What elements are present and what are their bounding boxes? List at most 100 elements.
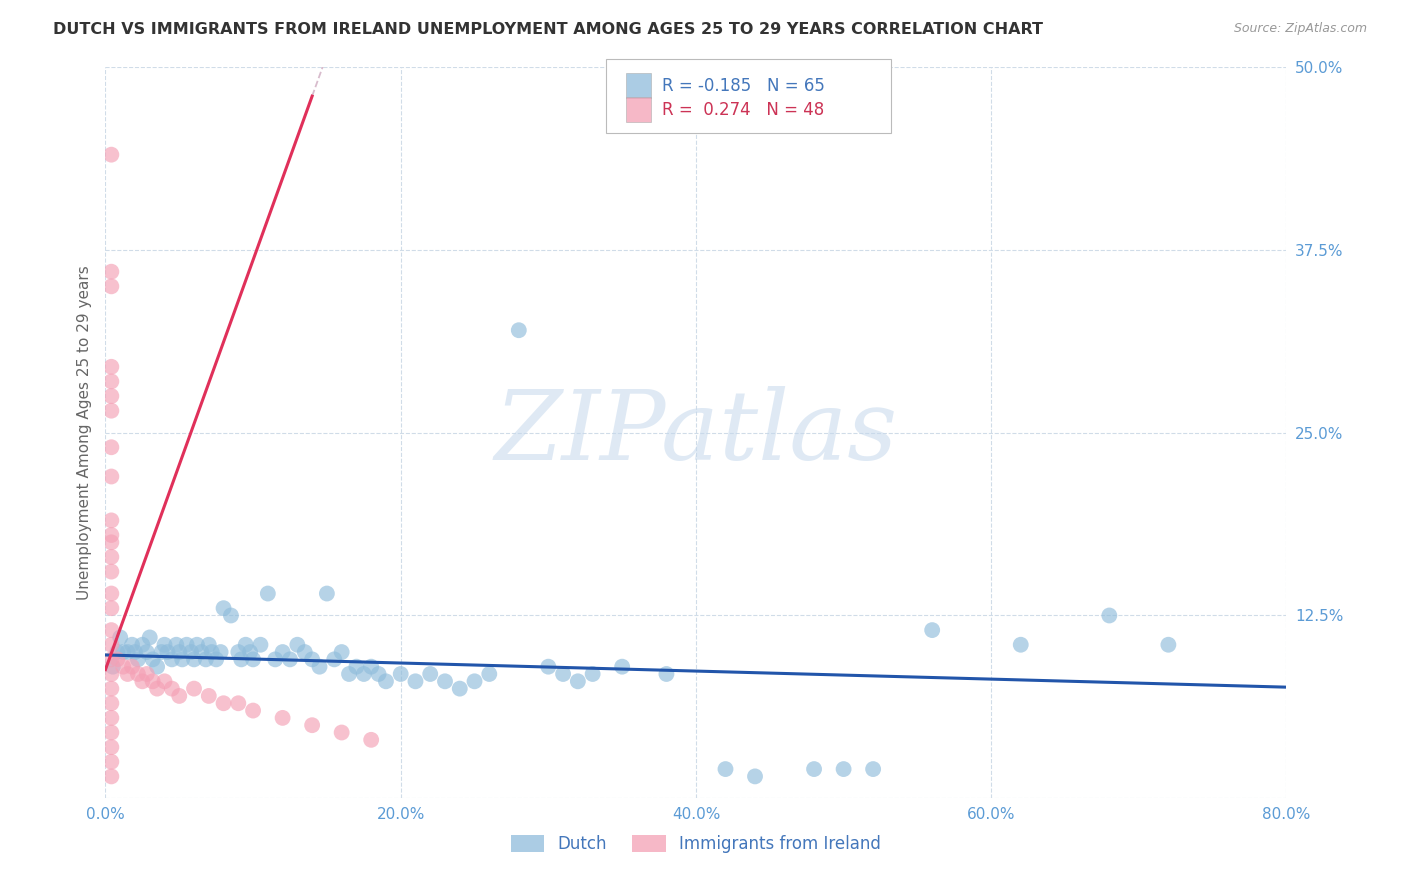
Text: R = -0.185   N = 65: R = -0.185 N = 65 <box>662 77 825 95</box>
Point <box>346 659 368 673</box>
Point <box>278 652 301 666</box>
Text: ZIPatlas: ZIPatlas <box>495 385 897 480</box>
Y-axis label: Unemployment Among Ages 25 to 29 years: Unemployment Among Ages 25 to 29 years <box>76 265 91 600</box>
Point <box>360 732 382 747</box>
Point <box>100 535 122 549</box>
Point <box>249 638 271 652</box>
Point <box>160 681 183 696</box>
Point <box>169 689 191 703</box>
Point <box>231 652 253 666</box>
Point <box>655 667 678 681</box>
Point <box>183 681 205 696</box>
Point <box>135 667 157 681</box>
Point <box>1157 638 1180 652</box>
Point <box>235 638 257 652</box>
Point <box>127 652 149 666</box>
Point <box>271 711 294 725</box>
Point <box>150 645 173 659</box>
Point <box>508 323 530 337</box>
Point <box>419 667 441 681</box>
Text: R =  0.274   N = 48: R = 0.274 N = 48 <box>662 101 824 119</box>
Point <box>744 769 766 783</box>
Point <box>551 667 574 681</box>
Point <box>197 638 219 652</box>
Point <box>803 762 825 776</box>
Point <box>100 623 122 637</box>
Point <box>212 601 235 615</box>
Point <box>433 674 456 689</box>
Point <box>153 638 176 652</box>
Point <box>146 681 169 696</box>
Point <box>464 674 486 689</box>
Point <box>190 645 212 659</box>
Point <box>201 645 224 659</box>
Point <box>100 586 122 600</box>
Point <box>131 674 153 689</box>
Point <box>101 659 124 673</box>
Point <box>330 725 353 739</box>
Point <box>100 403 122 417</box>
Point <box>176 638 198 652</box>
Point <box>337 667 360 681</box>
Point <box>301 718 323 732</box>
Point <box>100 769 122 783</box>
Point <box>100 147 122 161</box>
Point <box>153 674 176 689</box>
Point <box>124 645 146 659</box>
Point <box>323 652 346 666</box>
Point <box>142 652 165 666</box>
Point <box>353 667 375 681</box>
Point <box>100 711 122 725</box>
Point <box>197 689 219 703</box>
Point <box>100 667 122 681</box>
Point <box>127 667 149 681</box>
Point <box>100 265 122 279</box>
Point <box>186 638 208 652</box>
Point <box>242 704 264 718</box>
Point <box>219 608 242 623</box>
Point <box>209 645 232 659</box>
Text: DUTCH VS IMMIGRANTS FROM IRELAND UNEMPLOYMENT AMONG AGES 25 TO 29 YEARS CORRELAT: DUTCH VS IMMIGRANTS FROM IRELAND UNEMPLO… <box>53 22 1043 37</box>
Point <box>567 674 589 689</box>
Point <box>239 645 262 659</box>
Legend: Dutch, Immigrants from Ireland: Dutch, Immigrants from Ireland <box>505 828 887 860</box>
Text: Source: ZipAtlas.com: Source: ZipAtlas.com <box>1233 22 1367 36</box>
Point <box>112 659 135 673</box>
Point <box>138 631 162 645</box>
Point <box>142 674 165 689</box>
Point <box>121 638 143 652</box>
Point <box>100 513 122 527</box>
Point <box>242 652 264 666</box>
Point <box>180 645 202 659</box>
Point <box>228 645 250 659</box>
Point <box>367 667 389 681</box>
Point <box>100 755 122 769</box>
Point <box>105 652 128 666</box>
Point <box>172 652 194 666</box>
Point <box>100 638 122 652</box>
Point <box>537 659 560 673</box>
Point <box>169 645 191 659</box>
Point <box>264 652 287 666</box>
Point <box>135 645 157 659</box>
Point <box>146 659 169 673</box>
Point <box>832 762 855 776</box>
Point <box>100 549 122 564</box>
Point <box>117 667 139 681</box>
Point <box>131 638 153 652</box>
Point <box>212 696 235 710</box>
Point <box>294 645 316 659</box>
Point <box>100 681 122 696</box>
Point <box>862 762 884 776</box>
Point <box>165 638 187 652</box>
Point <box>117 645 139 659</box>
Point <box>112 645 135 659</box>
Point <box>100 359 122 374</box>
Point <box>287 638 309 652</box>
Point <box>121 659 143 673</box>
Point <box>100 725 122 739</box>
Point <box>449 681 471 696</box>
Point <box>100 528 122 542</box>
Point <box>100 565 122 579</box>
Point <box>194 652 217 666</box>
